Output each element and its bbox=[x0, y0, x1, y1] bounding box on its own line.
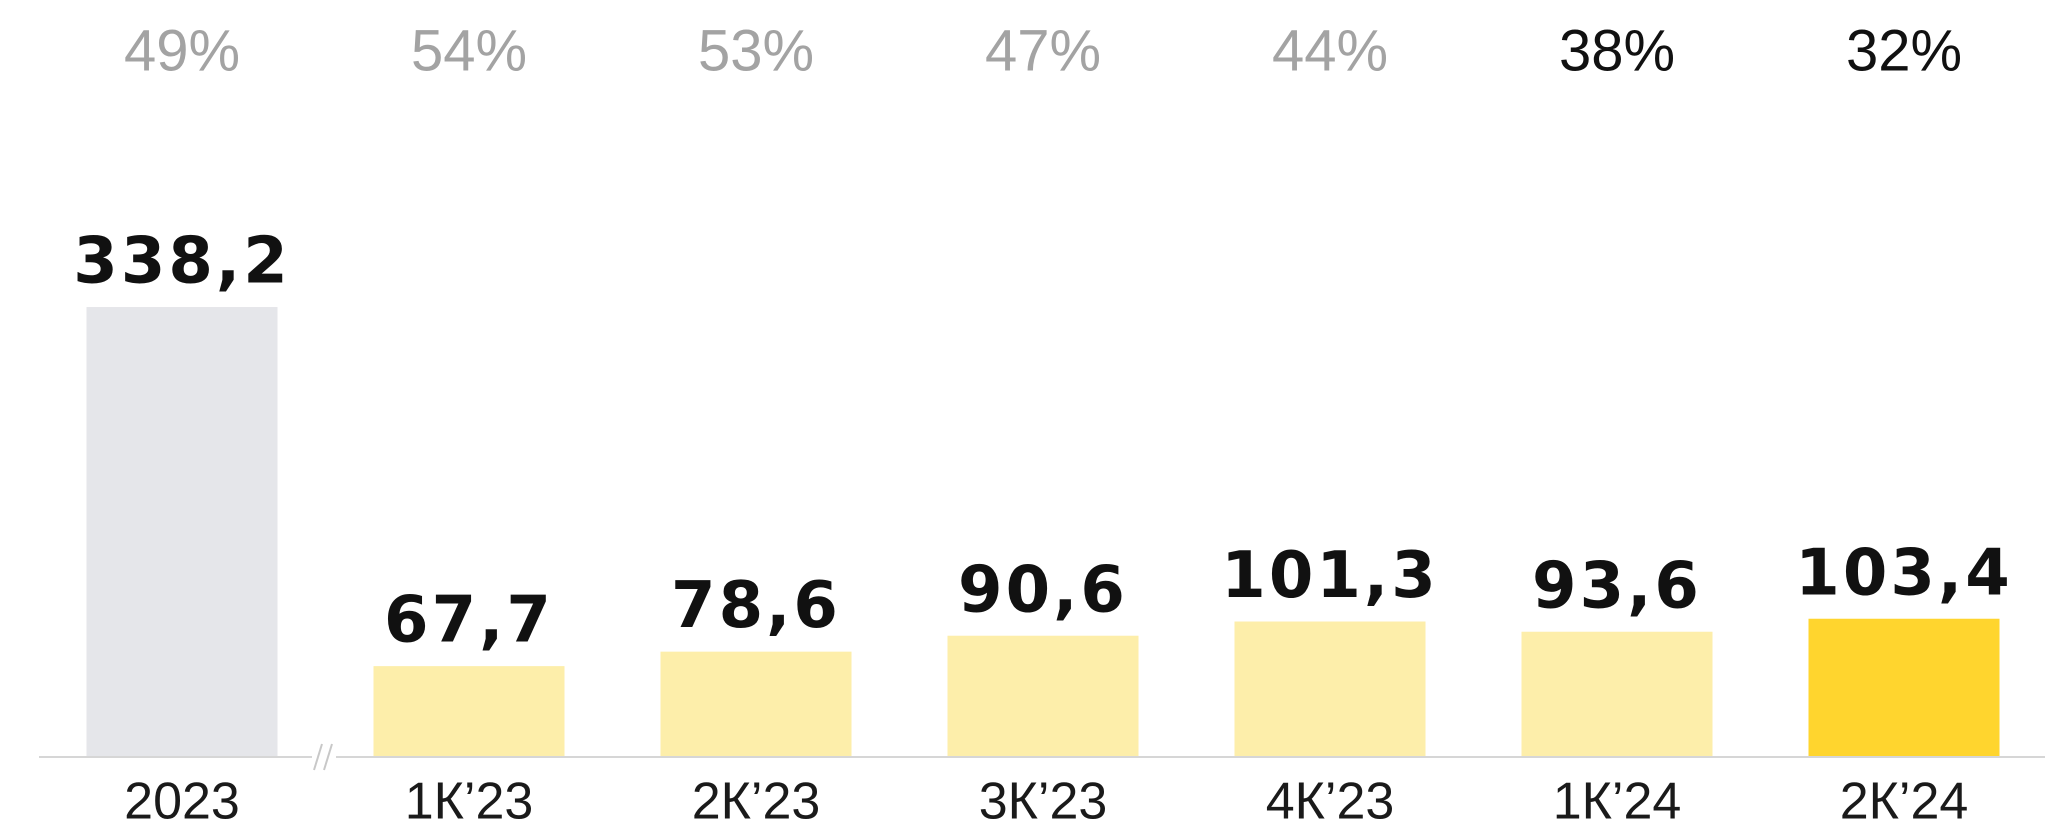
axis-break-stroke bbox=[313, 743, 323, 771]
value-label: 101,3 bbox=[1221, 539, 1438, 613]
value-label: 338,2 bbox=[73, 225, 290, 299]
x-tick-label: 3К’23 bbox=[979, 773, 1108, 830]
share-label: 47% bbox=[985, 18, 1101, 83]
value-label: 90,6 bbox=[958, 553, 1128, 627]
value-label: 78,6 bbox=[671, 569, 841, 643]
bar bbox=[373, 666, 565, 756]
bar bbox=[1234, 621, 1426, 756]
share-label: 44% bbox=[1272, 18, 1388, 83]
value-label: 93,6 bbox=[1532, 549, 1702, 623]
bar bbox=[660, 651, 852, 756]
bar bbox=[86, 307, 278, 756]
value-label: 67,7 bbox=[384, 584, 554, 658]
bar bbox=[1521, 631, 1713, 756]
axis-break-stroke bbox=[323, 743, 333, 771]
share-label: 54% bbox=[411, 18, 527, 83]
bar bbox=[1808, 618, 2000, 756]
x-tick-label: 4К’23 bbox=[1266, 773, 1395, 830]
share-label: 32% bbox=[1846, 18, 1962, 83]
x-tick-label: 2К’23 bbox=[692, 773, 821, 830]
share-label: 49% bbox=[124, 18, 240, 83]
value-label: 103,4 bbox=[1795, 536, 2012, 610]
x-tick-label: 1К’23 bbox=[405, 773, 534, 830]
x-tick-label: 1К’24 bbox=[1553, 773, 1682, 830]
share-label: 53% bbox=[698, 18, 814, 83]
x-tick-label: 2К’24 bbox=[1840, 773, 1969, 830]
x-tick-label: 2023 bbox=[124, 773, 240, 830]
axis-break bbox=[312, 740, 336, 774]
bar bbox=[947, 635, 1139, 756]
share-label: 38% bbox=[1559, 18, 1675, 83]
